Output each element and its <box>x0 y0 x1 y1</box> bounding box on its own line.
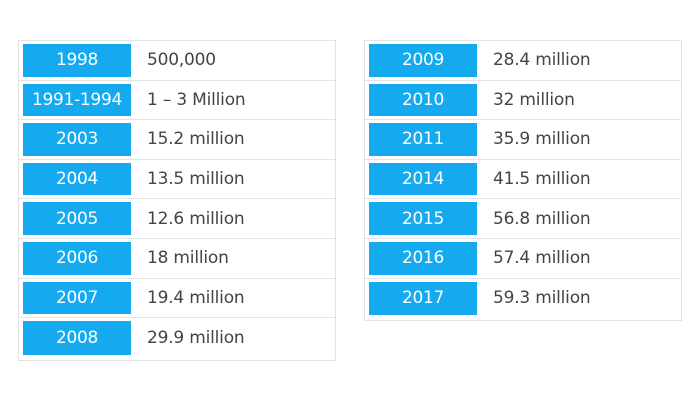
table-row: 1991-1994 1 – 3 Million <box>19 81 335 121</box>
table-row: 2003 15.2 million <box>19 120 335 160</box>
year-cell: 1991-1994 <box>23 83 131 117</box>
value-cell: 18 million <box>147 248 229 269</box>
value-cell: 500,000 <box>147 50 216 71</box>
value-cell: 19.4 million <box>147 287 245 308</box>
value-cell: 13.5 million <box>147 169 245 190</box>
value-cell: 57.4 million <box>493 248 591 269</box>
year-cell: 2016 <box>369 241 477 275</box>
year-cell: 2015 <box>369 202 477 235</box>
year-cell: 2008 <box>23 321 131 355</box>
year-cell: 2011 <box>369 123 477 156</box>
value-cell: 1 – 3 Million <box>147 89 246 110</box>
table-row: 2015 56.8 million <box>365 199 681 239</box>
right-table: 2009 28.4 million 2010 32 million 2011 3… <box>364 40 682 322</box>
table-row: 2016 57.4 million <box>365 239 681 279</box>
value-cell: 15.2 million <box>147 129 245 150</box>
table-row: 2009 28.4 million <box>365 41 681 81</box>
year-cell: 2003 <box>23 123 131 156</box>
table-row: 2010 32 million <box>365 81 681 121</box>
year-cell: 2010 <box>369 83 477 117</box>
value-cell: 35.9 million <box>493 129 591 150</box>
table-row: 2005 12.6 million <box>19 199 335 239</box>
table-row: 2007 19.4 million <box>19 279 335 319</box>
value-cell: 41.5 million <box>493 169 591 190</box>
value-cell: 12.6 million <box>147 208 245 229</box>
year-cell: 2004 <box>23 162 131 196</box>
year-cell: 2014 <box>369 162 477 196</box>
year-cell: 2006 <box>23 241 131 275</box>
value-cell: 32 million <box>493 89 575 110</box>
year-cell: 2005 <box>23 202 131 235</box>
year-cell: 2009 <box>369 44 477 77</box>
year-cell: 2007 <box>23 281 131 315</box>
left-table: 1998 500,000 1991-1994 1 – 3 Million 200… <box>18 40 336 361</box>
value-cell: 59.3 million <box>493 288 591 309</box>
value-cell: 28.4 million <box>493 50 591 71</box>
table-row: 2004 13.5 million <box>19 160 335 200</box>
year-cell: 1998 <box>23 44 131 77</box>
table-row: 2006 18 million <box>19 239 335 279</box>
table-row: 2014 41.5 million <box>365 160 681 200</box>
table-row: 2008 29.9 million <box>19 318 335 358</box>
table-row: 1998 500,000 <box>19 41 335 81</box>
value-cell: 56.8 million <box>493 208 591 229</box>
year-cell: 2017 <box>369 281 477 316</box>
table-row: 2011 35.9 million <box>365 120 681 160</box>
value-cell: 29.9 million <box>147 327 245 348</box>
table-row: 2017 59.3 million <box>365 279 681 319</box>
